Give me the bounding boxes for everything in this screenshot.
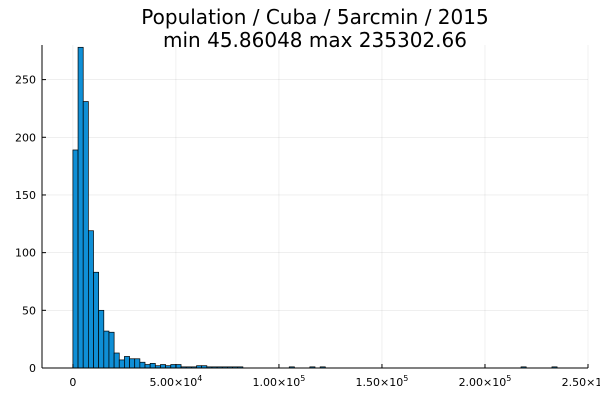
histogram-bar: [108, 331, 115, 369]
histogram-bars: [72, 46, 558, 369]
x-tick-label: 1.00×105: [253, 374, 306, 389]
histogram-bar: [144, 364, 151, 369]
y-tick-label: 150: [15, 189, 36, 202]
tick-labels: 0 5.00×104 1.00×105 1.50×105 2.00×105 2.50×1 0…: [15, 74, 600, 389]
histogram-bar: [134, 358, 141, 369]
histogram-bar: [113, 352, 120, 369]
histogram-bar: [124, 356, 130, 369]
histogram-bar: [160, 364, 166, 369]
x-tick-label: 1.50×105: [356, 374, 409, 389]
histogram-bar: [93, 271, 100, 369]
histogram-bar: [118, 359, 125, 369]
x-tick-label: 5.00×104: [150, 374, 203, 389]
y-tick-label: 250: [15, 74, 36, 87]
histogram-bar: [98, 309, 105, 369]
histogram-bar: [88, 230, 94, 369]
histogram-bar: [139, 361, 146, 369]
chart-title-line-1: Population / Cuba / 5arcmin / 2015: [141, 5, 488, 29]
y-tick-label: 0: [29, 362, 36, 375]
histogram-bar: [77, 46, 84, 369]
histogram-bar: [82, 101, 89, 369]
histogram-bar: [103, 330, 110, 369]
grid-lines: [42, 45, 589, 369]
x-tick-label: 2.00×105: [459, 374, 512, 389]
y-tick-label: 100: [15, 247, 36, 260]
histogram-bar: [129, 358, 136, 369]
x-tick-label: 0: [69, 376, 76, 389]
histogram-bar: [149, 363, 156, 369]
histogram-bar: [72, 149, 79, 369]
histogram-bar: [170, 364, 177, 369]
x-tick-label: 2.50×105: [562, 374, 600, 389]
y-tick-label: 200: [15, 131, 36, 144]
histogram-bar: [175, 364, 182, 369]
y-tick-label: 50: [22, 304, 36, 317]
axes: [41, 45, 589, 369]
chart-title-line-2: min 45.86048 max 235302.66: [163, 28, 467, 52]
